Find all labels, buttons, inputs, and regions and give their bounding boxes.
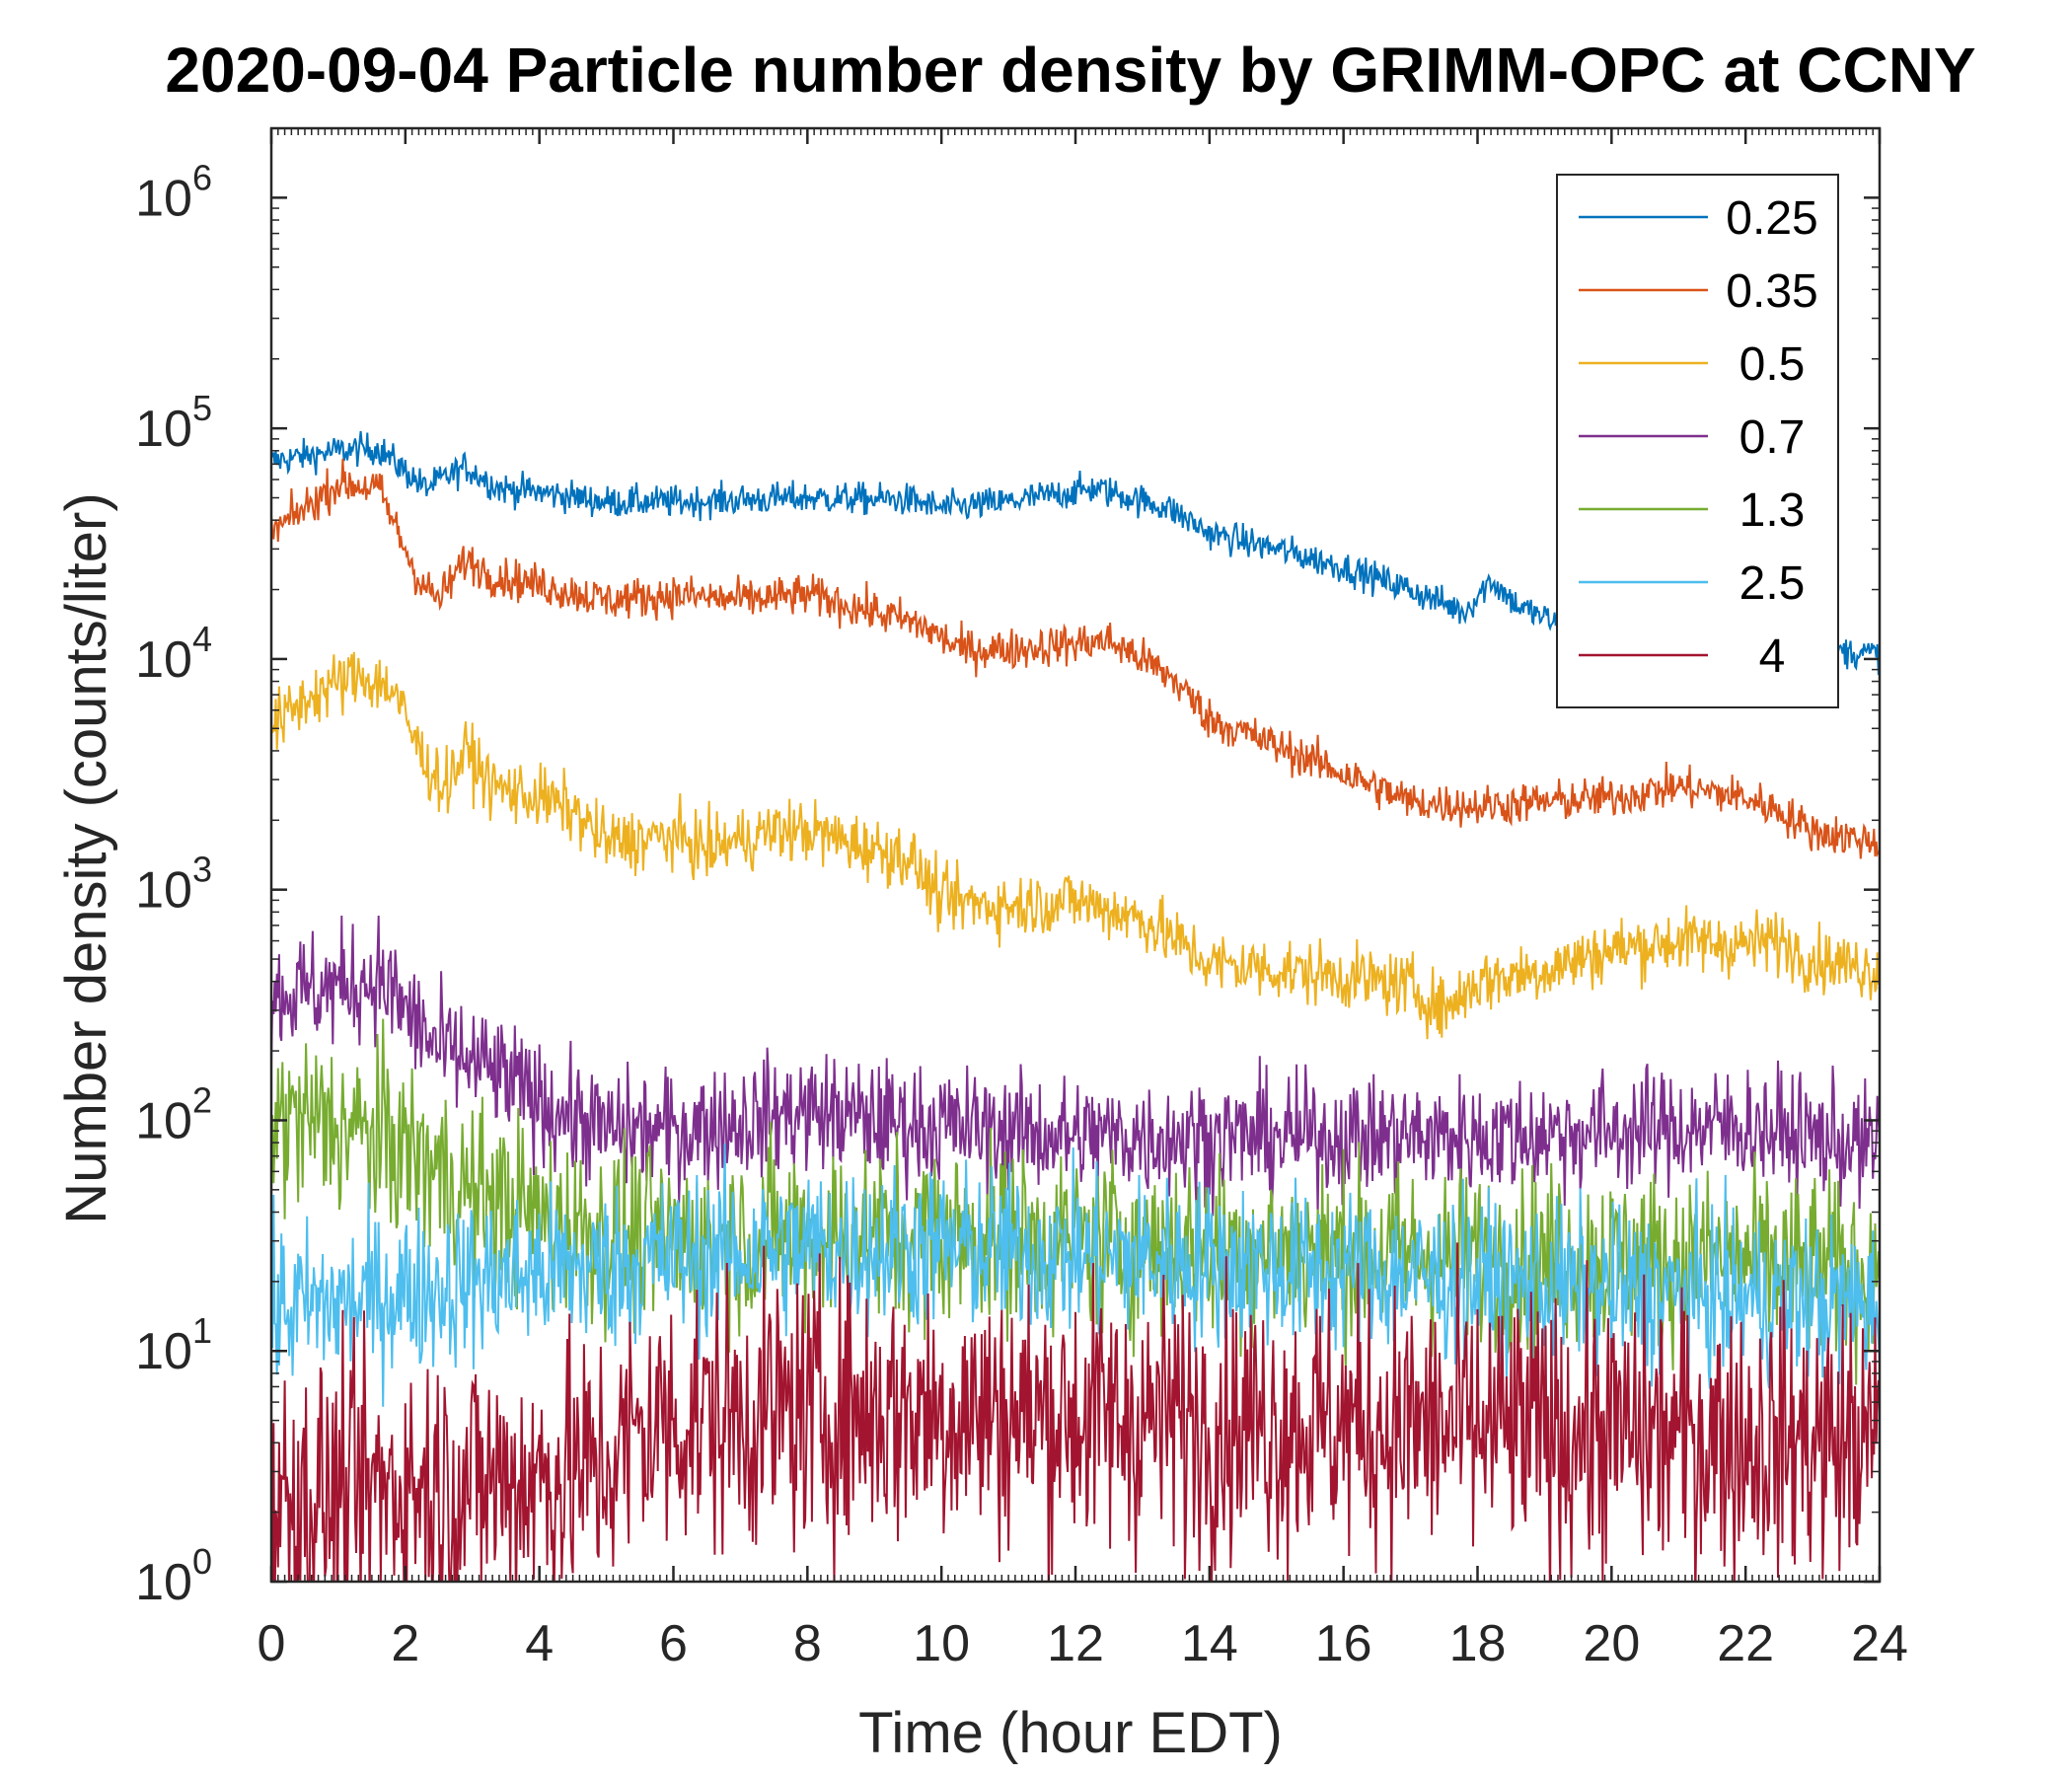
- y-tick-label: 100: [135, 1541, 212, 1611]
- y-tick-exponent: 4: [192, 619, 212, 659]
- y-tick-exponent: 5: [192, 388, 212, 428]
- y-tick-label: 104: [135, 619, 212, 689]
- x-tick-label: 12: [1047, 1615, 1104, 1672]
- y-tick-exponent: 0: [192, 1541, 212, 1582]
- legend-label: 0.35: [1726, 265, 1817, 318]
- y-tick-label: 102: [135, 1079, 212, 1149]
- y-tick-exponent: 6: [192, 157, 212, 197]
- y-tick-exponent: 3: [192, 850, 212, 890]
- x-tick-label: 4: [525, 1615, 554, 1672]
- axes-layer: 0 2 4 6 8 10 12 14 16 18 20 22 241001011021031041051…: [135, 126, 1908, 1672]
- x-tick-label: 20: [1583, 1615, 1640, 1672]
- x-tick-label: 10: [913, 1615, 970, 1672]
- y-tick-label: 106: [135, 157, 212, 227]
- x-axis-label: Time (hour EDT): [858, 1701, 1283, 1765]
- y-tick-exponent: 2: [192, 1079, 212, 1120]
- legend-label: 0.7: [1739, 411, 1806, 464]
- x-tick-label: 18: [1449, 1615, 1507, 1672]
- x-tick-label: 8: [793, 1615, 822, 1672]
- series-line-0.5: [271, 651, 1880, 1040]
- x-tick-label: 16: [1315, 1615, 1372, 1672]
- x-tick-label: 0: [258, 1615, 286, 1672]
- x-tick-label: 2: [391, 1615, 419, 1672]
- legend: 0.25 0.35 0.5 0.7 1.3 2.5 4: [1556, 174, 1839, 708]
- chart-title: 2020-09-04 Particle number density by GR…: [165, 35, 1975, 106]
- x-tick-label: 6: [659, 1615, 688, 1672]
- legend-label: 2.5: [1739, 557, 1806, 610]
- legend-box: [1556, 174, 1839, 708]
- y-tick-label: 101: [135, 1310, 212, 1380]
- legend-label: 0.5: [1739, 338, 1806, 391]
- series-layer: [271, 430, 1880, 1582]
- y-tick-exponent: 1: [192, 1310, 212, 1351]
- legend-label: 1.3: [1739, 484, 1806, 537]
- legend-label: 0.25: [1726, 192, 1817, 245]
- x-tick-label: 24: [1851, 1615, 1908, 1672]
- y-tick-label: 103: [135, 850, 212, 920]
- series-line-0.35: [271, 458, 1880, 859]
- series-line-0.7: [271, 915, 1880, 1217]
- series-line-4: [271, 1242, 1880, 1582]
- x-tick-label: 22: [1717, 1615, 1774, 1672]
- y-axis-label: Number density (counts/liter): [54, 492, 118, 1223]
- y-tick-label: 105: [135, 388, 212, 458]
- legend-label: 4: [1759, 630, 1786, 683]
- x-tick-label: 14: [1181, 1615, 1238, 1672]
